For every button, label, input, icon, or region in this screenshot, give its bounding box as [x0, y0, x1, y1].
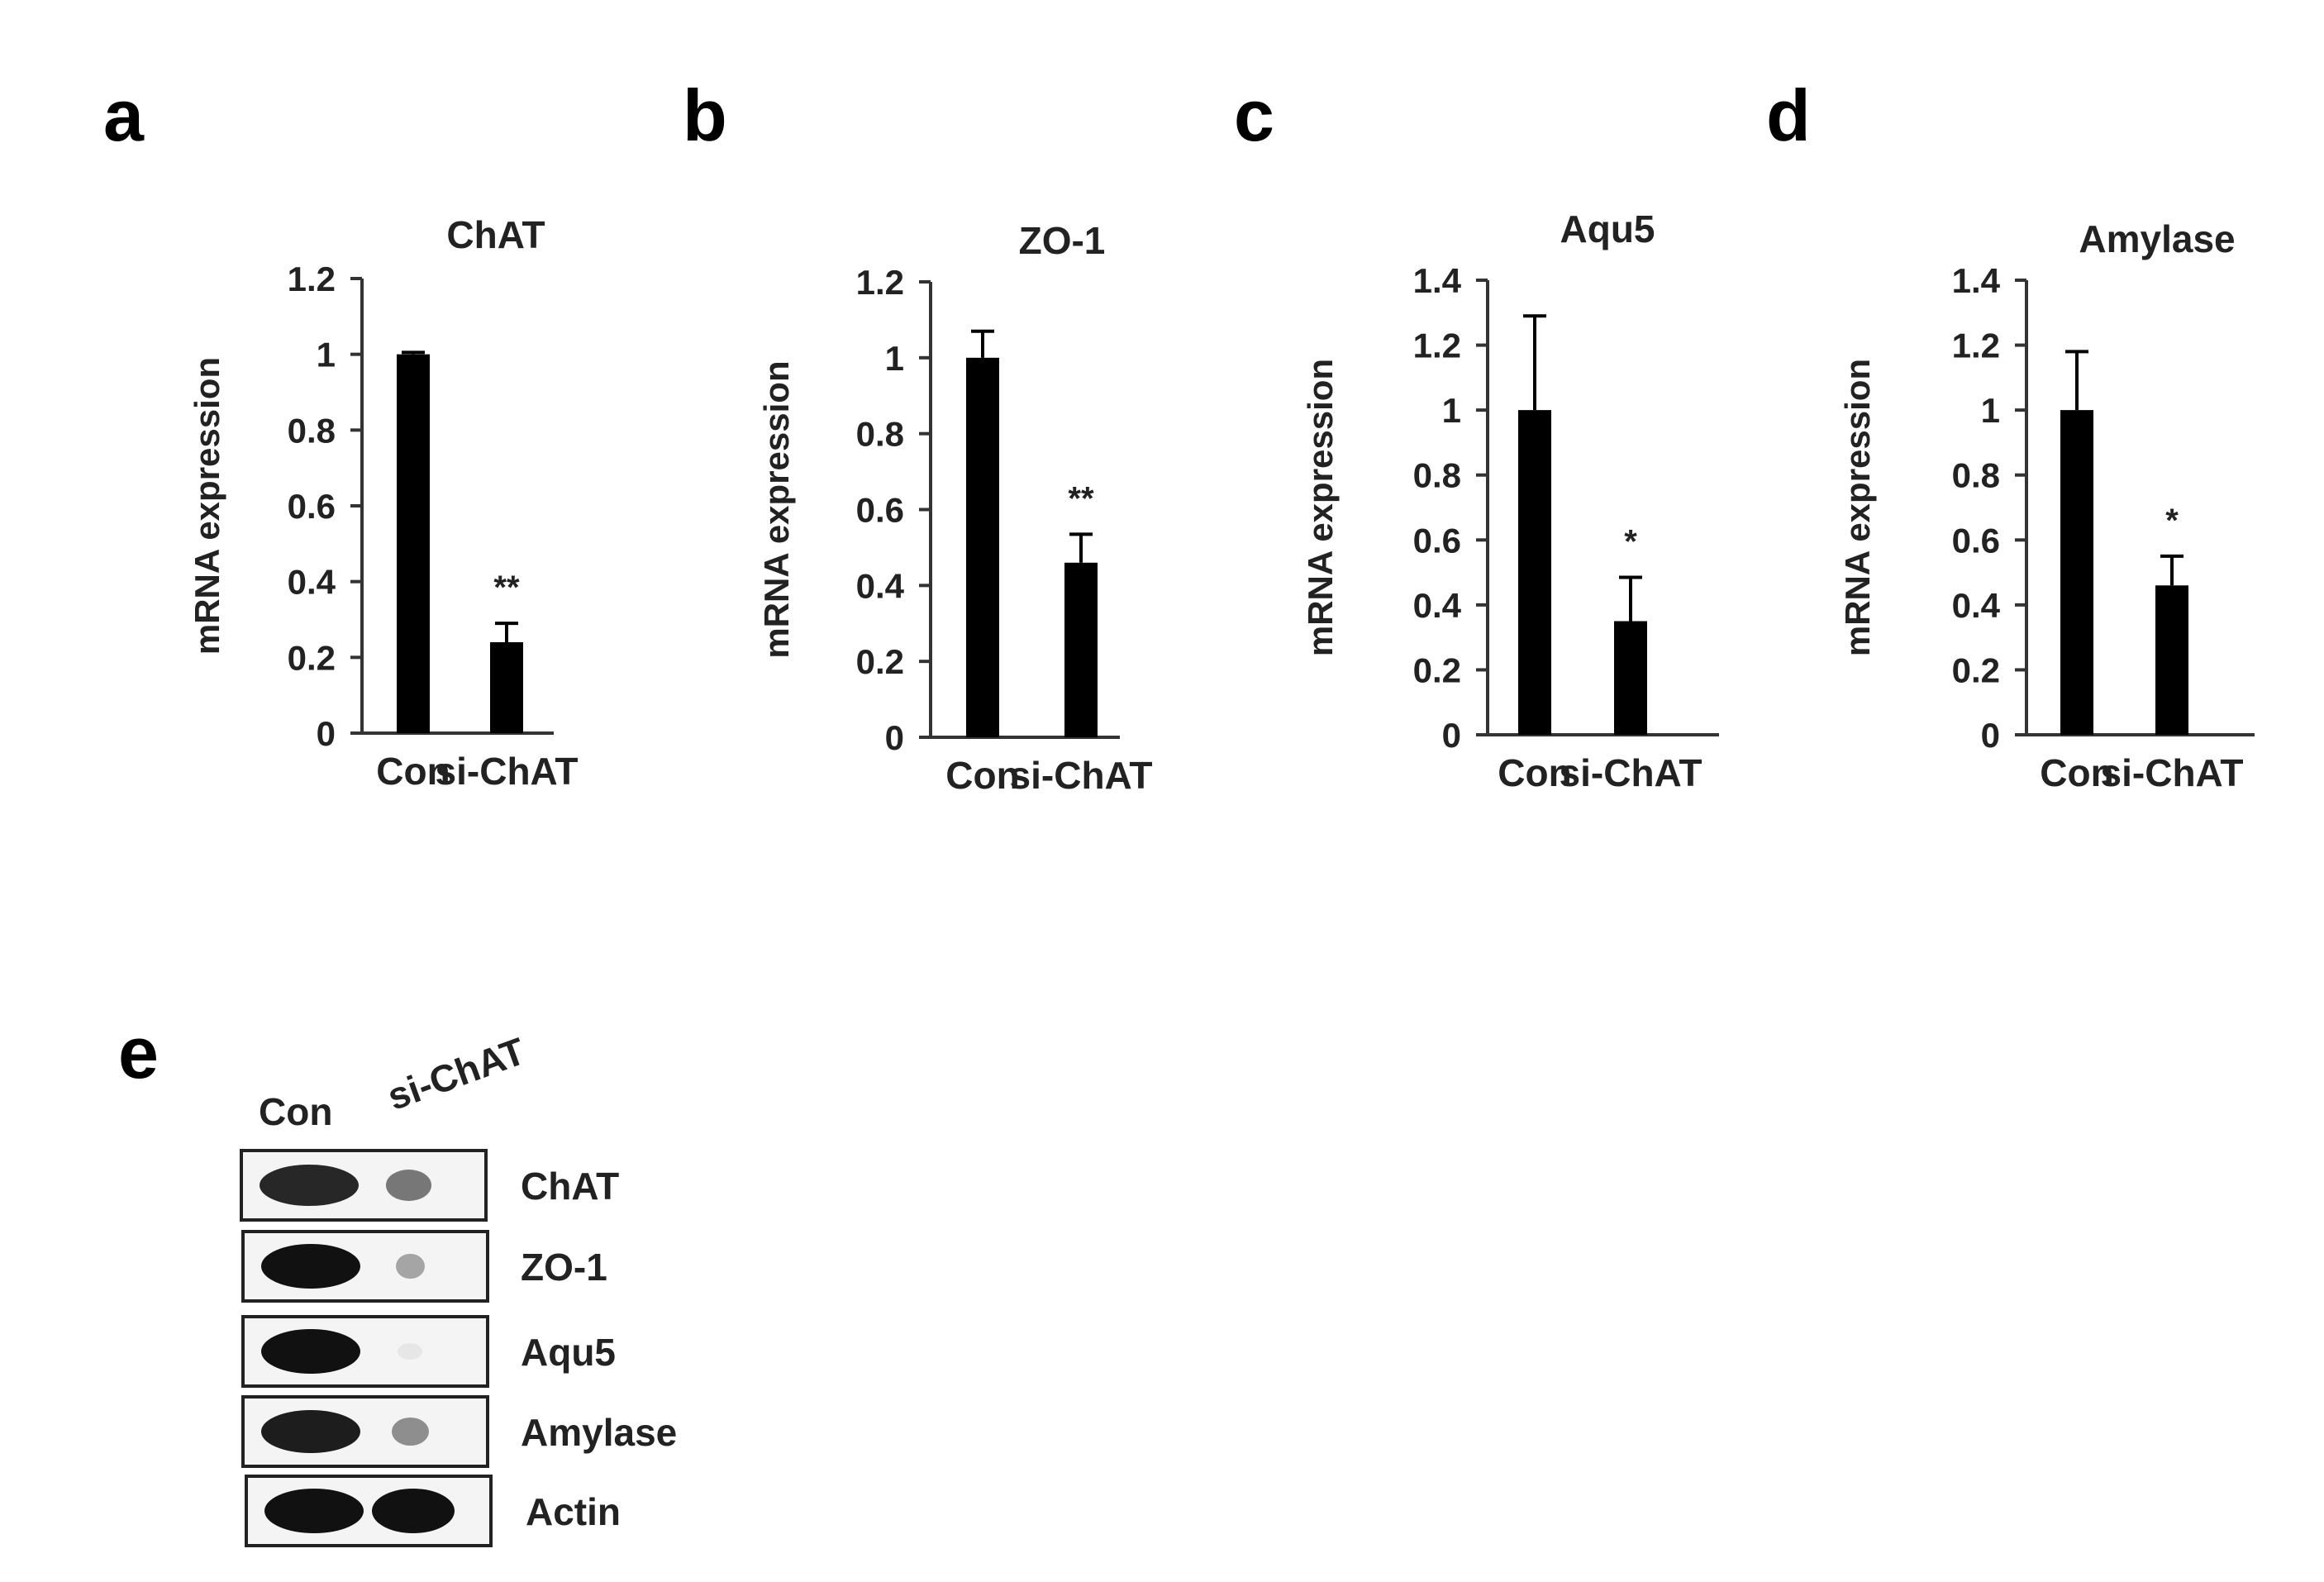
blot-band	[260, 1164, 359, 1207]
bar-con	[2060, 410, 2093, 735]
significance-marker: *	[2165, 503, 2179, 539]
y-tick-label: 1.2	[288, 260, 336, 298]
y-tick-label: 0.4	[1952, 586, 2001, 625]
panel-letter-d: d	[1766, 74, 1811, 156]
blot-band	[261, 1329, 360, 1374]
blot-box-actin	[245, 1475, 493, 1547]
blot-band	[372, 1489, 455, 1533]
y-axis-label: mRNA expression	[757, 360, 796, 658]
panel-letter-a: a	[103, 74, 144, 156]
blot-lane-label-con: Con	[259, 1090, 333, 1133]
chart-title: Aqu5	[1560, 207, 1655, 250]
bar-si-chat	[1614, 621, 1647, 735]
chart-title: Amylase	[2079, 217, 2235, 260]
x-tick-label: Con	[376, 750, 450, 793]
blot-row-label: ZO-1	[521, 1246, 607, 1289]
blot-band	[391, 1417, 429, 1446]
chart-title: ZO-1	[1019, 219, 1106, 262]
bar-con	[1518, 410, 1551, 735]
y-tick-label: 0	[885, 718, 904, 757]
bar-si-chat	[2155, 585, 2188, 735]
y-tick-label: 0.8	[856, 415, 904, 454]
blot-row-label: ChAT	[521, 1165, 620, 1208]
blot-band	[395, 1253, 425, 1279]
y-tick-label: 0.2	[856, 642, 904, 681]
blot-lane-label-si-chat: si-ChAT	[381, 1029, 531, 1119]
x-tick-label: si-ChAT	[2101, 751, 2244, 794]
y-tick-label: 0.2	[1952, 650, 2000, 689]
x-tick-label: si-ChAT	[436, 750, 579, 793]
blot-band	[261, 1409, 360, 1454]
blot-row-label: Aqu5	[521, 1331, 616, 1374]
blot-box-aqu5	[241, 1315, 489, 1388]
y-tick-label: 0.4	[288, 563, 336, 602]
significance-marker: *	[1624, 523, 1637, 560]
y-tick-label: 1.2	[1413, 326, 1461, 365]
y-tick-label: 0	[317, 714, 336, 753]
bar-si-chat	[1064, 562, 1098, 737]
y-tick-label: 0	[1442, 716, 1461, 755]
y-tick-label: 0	[1981, 716, 2000, 755]
bar-con	[966, 357, 999, 737]
x-tick-label: si-ChAT	[1010, 754, 1153, 797]
significance-marker: **	[1068, 480, 1094, 517]
y-tick-label: 1.4	[1413, 261, 1462, 300]
y-tick-label: 0.2	[1413, 650, 1461, 689]
y-tick-label: 0.4	[856, 566, 905, 605]
y-tick-label: 1.2	[1952, 326, 2000, 365]
y-tick-label: 1	[885, 339, 904, 378]
y-tick-label: 0.6	[1952, 521, 2000, 560]
significance-marker: **	[493, 569, 520, 606]
blot-band	[385, 1170, 431, 1201]
blot-box-chat	[240, 1149, 488, 1222]
bar-si-chat	[490, 642, 523, 733]
y-tick-label: 0.6	[856, 491, 904, 530]
panel-letter-c: c	[1234, 74, 1274, 156]
y-tick-label: 0.6	[288, 487, 336, 526]
blot-box-amylase	[241, 1395, 489, 1468]
x-tick-label: Con	[945, 754, 1019, 797]
y-axis-label: mRNA expression	[1838, 359, 1877, 656]
blot-row-label: Amylase	[521, 1411, 678, 1454]
y-tick-label: 0.6	[1413, 521, 1461, 560]
y-axis-label: mRNA expression	[1301, 359, 1340, 656]
y-axis-label: mRNA expression	[188, 357, 226, 655]
y-tick-label: 0.8	[1413, 456, 1461, 495]
blot-band	[264, 1489, 364, 1533]
y-tick-label: 1	[1981, 391, 2000, 430]
blot-band	[398, 1343, 422, 1360]
bar-con	[397, 354, 430, 733]
blot-row-label: Actin	[526, 1490, 621, 1533]
blot-band	[261, 1244, 360, 1289]
panel-letter-b: b	[683, 74, 727, 156]
x-tick-label: Con	[1498, 751, 1571, 794]
panel-letter-e: e	[118, 1012, 159, 1094]
y-tick-label: 0.4	[1413, 586, 1462, 625]
blot-box-zo-1	[241, 1230, 489, 1303]
y-tick-label: 0.8	[1952, 456, 2000, 495]
x-tick-label: Con	[2040, 751, 2113, 794]
y-tick-label: 0.2	[288, 638, 336, 677]
y-tick-label: 1	[317, 336, 336, 374]
y-tick-label: 0.8	[288, 411, 336, 450]
chart-title: ChAT	[446, 213, 545, 256]
x-tick-label: si-ChAT	[1560, 751, 1703, 794]
y-tick-label: 1	[1442, 391, 1461, 430]
y-tick-label: 1.2	[856, 263, 904, 302]
y-tick-label: 1.4	[1952, 261, 2001, 300]
